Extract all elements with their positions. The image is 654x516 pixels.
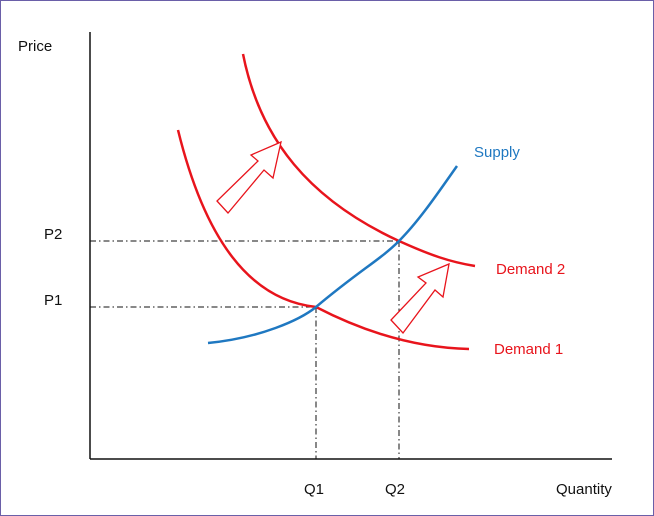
demand-1-label: Demand 1 [494,341,563,358]
demand-2-label: Demand 2 [496,261,565,278]
shift-arrow-icon [216,140,282,214]
supply-curve [207,165,459,345]
shift-arrow-icon [390,262,450,335]
supply-label: Supply [474,144,520,161]
q1-label: Q1 [304,481,324,498]
demand-1-curve [176,129,470,351]
price-axis-label: Price [18,38,52,55]
quantity-axis-label: Quantity [556,481,612,498]
q2-label: Q2 [385,481,405,498]
p2-label: P2 [44,226,62,243]
demand-2-curve [241,53,476,268]
p1-label: P1 [44,292,62,309]
